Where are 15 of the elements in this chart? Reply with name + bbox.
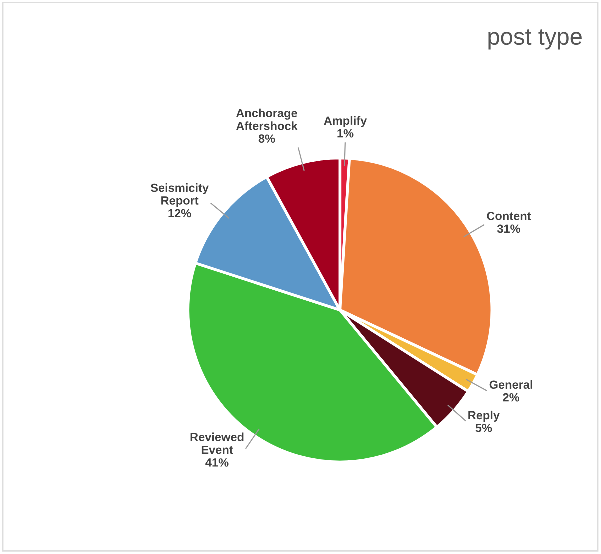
- slice-label: Reviewed Event: [190, 432, 244, 454]
- data-label: 5%: [476, 424, 492, 432]
- slice-label: Seismicity Report: [150, 184, 209, 208]
- slice-label: Anchorage Aftershock: [236, 108, 298, 130]
- data-label: 1%: [338, 129, 354, 138]
- data-label: 12%: [168, 209, 192, 218]
- chart-title: post type: [488, 30, 582, 50]
- slice-label: Amplify: [324, 116, 368, 128]
- data-label: 41%: [206, 458, 229, 467]
- slice-label: Content: [487, 212, 532, 220]
- data-label: 31%: [497, 224, 520, 234]
- data-label: 8%: [258, 134, 276, 144]
- slice-label: General: [490, 380, 532, 390]
- data-label: 2%: [503, 393, 520, 402]
- slice-label: Reply: [468, 410, 500, 422]
